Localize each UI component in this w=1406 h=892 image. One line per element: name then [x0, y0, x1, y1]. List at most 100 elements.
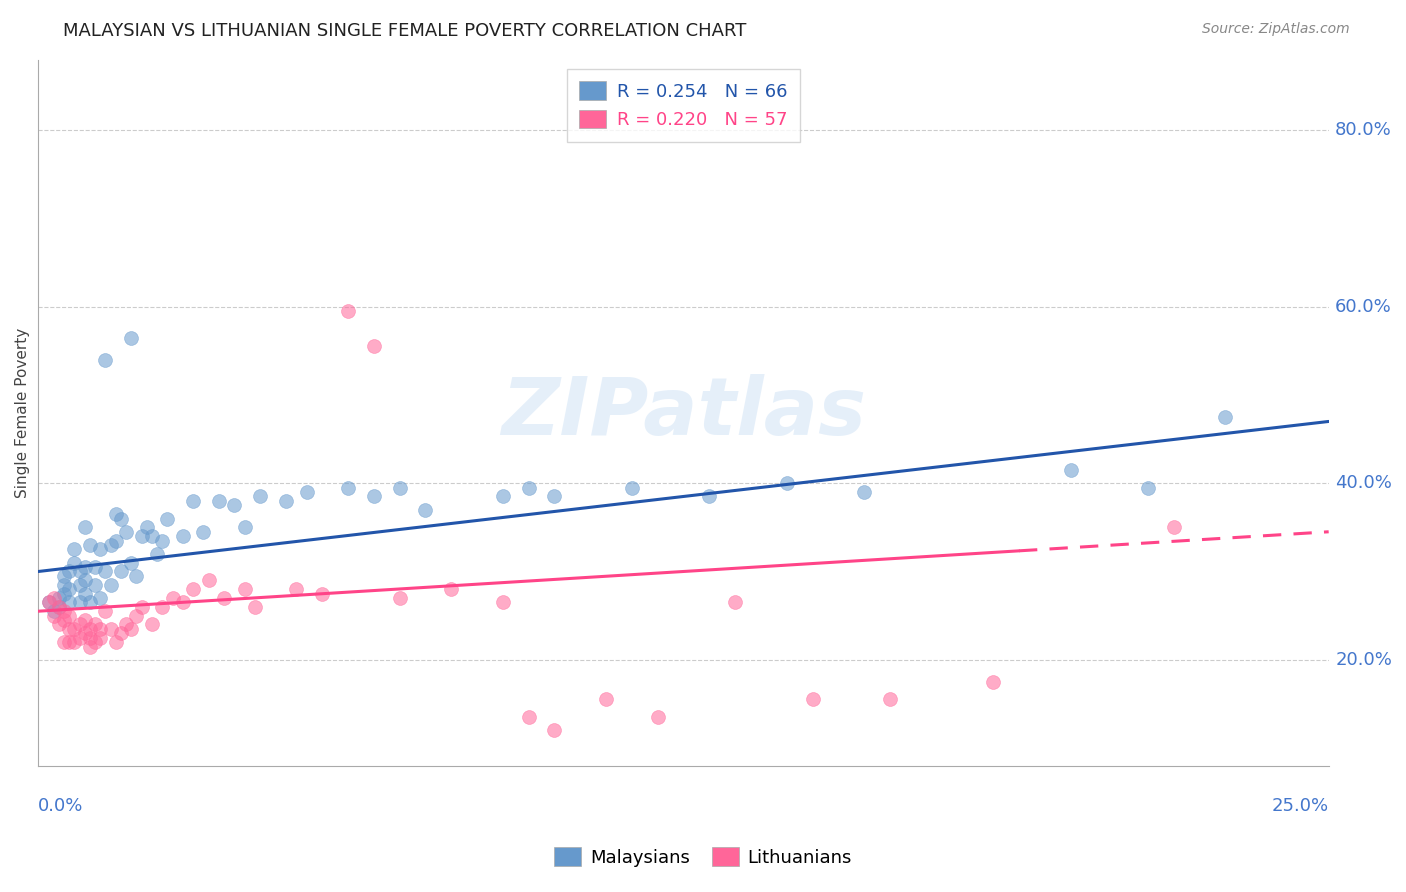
Point [104, 507, 127, 521]
Point [84, 635, 107, 649]
Point [776, 476, 799, 491]
Point [120, 556, 142, 570]
Point [212, 591, 235, 605]
Point [150, 533, 173, 548]
Point [58, 595, 80, 609]
Point [1215, 410, 1237, 425]
Point [69, 595, 91, 609]
Point [69, 578, 91, 592]
Point [295, 485, 318, 500]
Point [697, 490, 720, 504]
Point [104, 635, 127, 649]
Point [42, 608, 65, 623]
Point [58, 622, 80, 636]
Point [100, 578, 122, 592]
Point [337, 481, 360, 495]
Point [125, 569, 148, 583]
Point [58, 582, 80, 596]
Text: ZIPatlas: ZIPatlas [501, 374, 866, 451]
Point [243, 599, 266, 614]
Point [208, 494, 231, 508]
Point [193, 524, 215, 539]
Point [172, 529, 194, 543]
Text: 80.0%: 80.0% [1336, 121, 1392, 139]
Point [53, 569, 76, 583]
Point [120, 622, 142, 636]
Point [69, 617, 91, 632]
Point [42, 591, 65, 605]
Point [135, 520, 157, 534]
Point [131, 529, 153, 543]
Point [48, 599, 70, 614]
Point [73, 613, 96, 627]
Point [73, 626, 96, 640]
Point [73, 574, 96, 588]
Point [141, 617, 163, 632]
Point [94, 565, 117, 579]
Point [492, 595, 515, 609]
Point [162, 591, 184, 605]
Point [63, 622, 86, 636]
Point [100, 622, 122, 636]
Point [53, 586, 76, 600]
Point [53, 604, 76, 618]
Point [647, 710, 669, 724]
Point [131, 599, 153, 614]
Text: 25.0%: 25.0% [1271, 797, 1329, 815]
Point [100, 538, 122, 552]
Point [181, 494, 204, 508]
Point [48, 591, 70, 605]
Point [197, 574, 219, 588]
Point [724, 595, 747, 609]
Point [981, 674, 1004, 689]
Point [879, 692, 901, 706]
Point [84, 578, 107, 592]
Point [146, 547, 169, 561]
Point [595, 692, 617, 706]
Point [94, 604, 117, 618]
Point [48, 599, 70, 614]
Point [172, 595, 194, 609]
Point [38, 595, 60, 609]
Point [620, 481, 643, 495]
Point [94, 352, 117, 367]
Point [58, 635, 80, 649]
Point [543, 490, 565, 504]
Point [84, 560, 107, 574]
Point [79, 622, 101, 636]
Point [120, 330, 142, 344]
Point [440, 582, 463, 596]
Point [63, 542, 86, 557]
Point [233, 520, 256, 534]
Point [89, 631, 111, 645]
Point [48, 617, 70, 632]
Point [79, 640, 101, 654]
Point [73, 520, 96, 534]
Point [1163, 520, 1185, 534]
Point [110, 626, 132, 640]
Point [801, 692, 824, 706]
Point [58, 565, 80, 579]
Point [79, 538, 101, 552]
Point [69, 631, 91, 645]
Point [58, 608, 80, 623]
Point [89, 622, 111, 636]
Legend: R = 0.254   N = 66, R = 0.220   N = 57: R = 0.254 N = 66, R = 0.220 N = 57 [567, 69, 800, 142]
Text: 20.0%: 20.0% [1336, 651, 1392, 669]
Point [224, 498, 246, 512]
Point [89, 542, 111, 557]
Point [492, 490, 515, 504]
Point [388, 481, 411, 495]
Point [415, 502, 437, 516]
Point [285, 582, 308, 596]
Point [84, 617, 107, 632]
Point [79, 595, 101, 609]
Point [110, 565, 132, 579]
Point [73, 586, 96, 600]
Point [337, 304, 360, 318]
Point [125, 608, 148, 623]
Point [42, 604, 65, 618]
Point [311, 586, 333, 600]
Point [141, 529, 163, 543]
Text: Source: ZipAtlas.com: Source: ZipAtlas.com [1202, 22, 1350, 37]
